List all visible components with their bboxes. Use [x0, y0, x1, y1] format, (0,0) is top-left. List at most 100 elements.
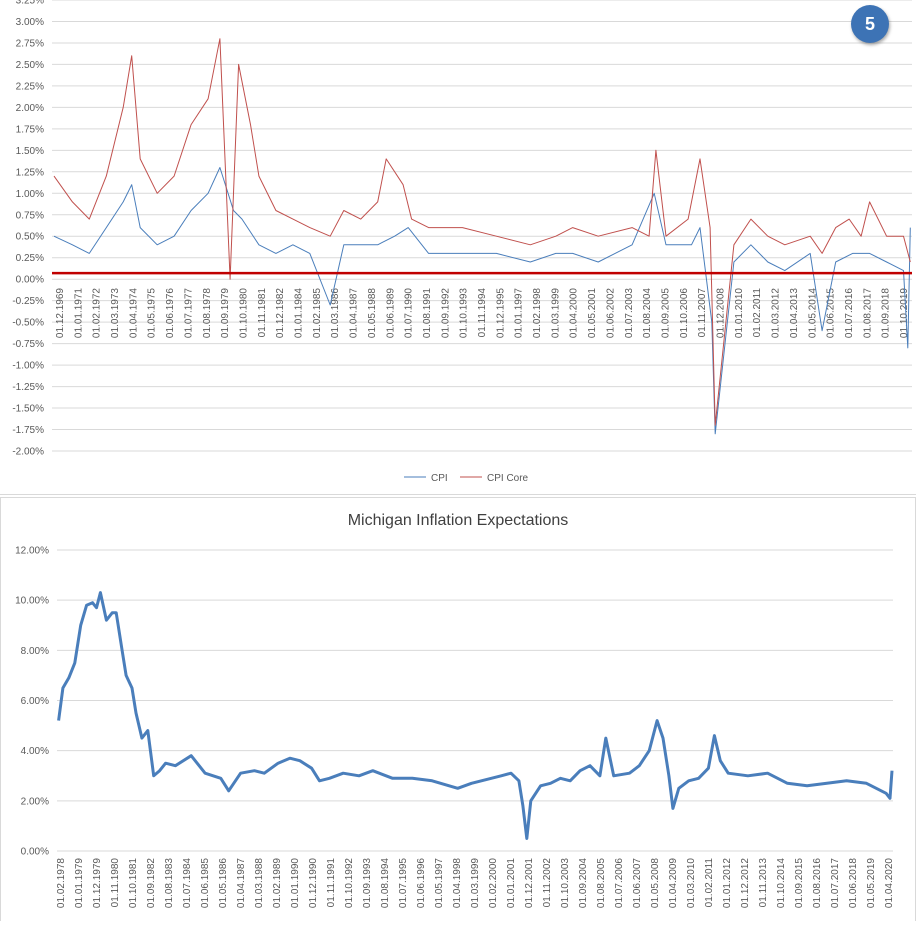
x-tick-label: 01.10.1993: [459, 288, 470, 338]
x-tick-label: 01.05.2008: [650, 858, 661, 908]
x-tick-label: 01.09.2004: [578, 858, 589, 908]
x-tick-label: 01.02.1985: [312, 288, 323, 338]
y-tick-label: -0.50%: [12, 318, 44, 329]
x-tick-label: 01.03.1973: [110, 288, 121, 338]
y-tick-label: -1.75%: [12, 425, 44, 436]
x-tick-label: 01.08.1983: [164, 858, 175, 908]
x-tick-label: 01.07.1990: [404, 288, 415, 338]
x-tick-label: 01.04.2013: [789, 288, 800, 338]
x-tick-label: 01.12.1979: [92, 858, 103, 908]
y-tick-label: 6.00%: [21, 696, 49, 707]
x-tick-label: 01.06.1976: [165, 288, 176, 338]
y-tick-label: -1.25%: [12, 382, 44, 393]
x-tick-label: 01.11.2007: [697, 288, 708, 338]
x-tick-label: 01.09.2015: [794, 858, 805, 908]
x-tick-label: 01.11.1981: [257, 288, 268, 338]
y-tick-label: 2.00%: [21, 796, 49, 807]
x-tick-label: 01.03.1999: [550, 288, 561, 338]
x-tick-label: 01.07.2017: [830, 858, 841, 908]
x-tick-label: 01.11.2002: [542, 858, 553, 908]
y-tick-label: 0.00%: [21, 847, 49, 858]
x-tick-label: 01.06.2018: [848, 858, 859, 908]
x-tick-label: 01.07.2016: [844, 288, 855, 338]
x-tick-label: 01.12.2012: [740, 858, 751, 908]
x-tick-label: 01.04.2000: [569, 288, 580, 338]
x-tick-label: 01.08.2004: [642, 288, 653, 338]
series-line-cpi-core: [53, 38, 911, 426]
cpi-chart-panel: 3.25% 3.00% 2.75% 2.50% 2.25% 2.00% 1.75% 1.50%…: [0, 0, 916, 495]
y-tick-label: 3.25%: [16, 0, 44, 7]
x-tick-label: 01.01.2010: [734, 288, 745, 338]
x-tick-label: 01.12.1982: [275, 288, 286, 338]
y-tick-label: 0.25%: [16, 253, 44, 264]
y-tick-label: 2.00%: [16, 103, 44, 114]
x-tick-label: 01.05.1975: [147, 288, 158, 338]
y-tick-label: 12.00%: [15, 546, 49, 557]
legend-label: CPI: [431, 473, 448, 484]
michigan-chart-panel: Michigan Inflation Expectations 12.00% 10…: [0, 497, 916, 921]
x-tick-label: 01.09.1979: [220, 288, 231, 338]
x-tick-label: 01.10.2003: [560, 858, 571, 908]
x-tick-label: 01.09.1982: [146, 858, 157, 908]
x-tick-label: 01.03.1988: [254, 858, 265, 908]
y-tick-label: 10.00%: [15, 596, 49, 607]
x-tick-label: 01.09.2018: [881, 288, 892, 338]
x-tick-label: 01.10.1992: [344, 858, 355, 908]
x-tick-label: 01.01.1979: [74, 858, 85, 908]
y-tick-label: -0.75%: [12, 339, 44, 350]
y-tick-label: 1.50%: [16, 146, 44, 157]
slide-number-badge: 5: [851, 5, 889, 43]
x-tick-label: 01.07.1977: [183, 288, 194, 338]
x-tick-label: 01.11.1980: [110, 858, 121, 908]
series-line-main: [57, 591, 894, 840]
x-tick-label: 01.12.1990: [308, 858, 319, 908]
x-tick-label: 01.12.1995: [495, 288, 506, 338]
x-tick-label: 01.02.1989: [272, 858, 283, 908]
x-tick-label: 01.11.1994: [477, 288, 488, 338]
x-tick-label: 01.06.1989: [385, 288, 396, 338]
x-tick-label: 01.02.2011: [704, 858, 715, 908]
x-tick-label: 01.05.1988: [367, 288, 378, 338]
x-tick-label: 01.04.1987: [236, 858, 247, 908]
y-tick-label: 3.00%: [16, 17, 44, 28]
x-tick-label: 01.10.2014: [776, 858, 787, 908]
x-tick-label: 01.07.2006: [614, 858, 625, 908]
x-tick-label: 01.12.1969: [55, 288, 66, 338]
x-tick-label: 01.09.2005: [660, 288, 671, 338]
x-tick-label: 01.09.1993: [362, 858, 373, 908]
y-tick-label: 2.75%: [16, 38, 44, 49]
x-tick-label: 01.03.2012: [771, 288, 782, 338]
x-tick-label: 01.12.2008: [716, 288, 727, 338]
x-tick-label: 01.02.2000: [488, 858, 499, 908]
x-tick-label: 01.10.1981: [128, 858, 139, 908]
x-tick-label: 01.02.1972: [92, 288, 103, 338]
y-tick-label: -1.00%: [12, 361, 44, 372]
series-line-cpi: [53, 167, 911, 435]
x-tick-label: 01.03.2010: [686, 858, 697, 908]
x-tick-label: 01.11.2013: [758, 858, 769, 908]
x-tick-label: 01.02.1998: [532, 288, 543, 338]
y-tick-label: 2.25%: [16, 81, 44, 92]
x-tick-label: 01.05.1997: [434, 858, 445, 908]
x-tick-label: 01.02.1978: [56, 858, 67, 908]
y-tick-label: 1.25%: [16, 167, 44, 178]
x-tick-label: 01.01.1990: [290, 858, 301, 908]
x-tick-label: 01.04.1974: [128, 288, 139, 338]
y-tick-label: -2.00%: [12, 447, 44, 458]
x-tick-label: 01.08.2017: [862, 288, 873, 338]
y-tick-label: 1.00%: [16, 189, 44, 200]
x-tick-label: 01.10.2006: [679, 288, 690, 338]
x-tick-label: 01.02.2011: [752, 288, 763, 338]
x-tick-label: 01.03.1999: [470, 858, 481, 908]
x-tick-label: 01.08.1991: [422, 288, 433, 338]
x-tick-label: 01.01.1984: [294, 288, 305, 338]
michigan-chart: 12.00% 10.00% 8.00% 6.00% 4.00% 2.00% 0.00% 01.…: [15, 546, 895, 909]
y-tick-label: 8.00%: [21, 646, 49, 657]
cpi-chart: 3.25% 3.00% 2.75% 2.50% 2.25% 2.00% 1.75% 1.50%…: [12, 0, 912, 484]
x-tick-label: 01.11.1991: [326, 858, 337, 908]
x-tick-label: 01.10.2019: [899, 288, 910, 338]
y-tick-label: 0.00%: [16, 275, 44, 286]
x-tick-label: 01.05.1986: [218, 858, 229, 908]
y-tick-label: 2.50%: [16, 60, 44, 71]
x-tick-label: 01.06.2002: [605, 288, 616, 338]
